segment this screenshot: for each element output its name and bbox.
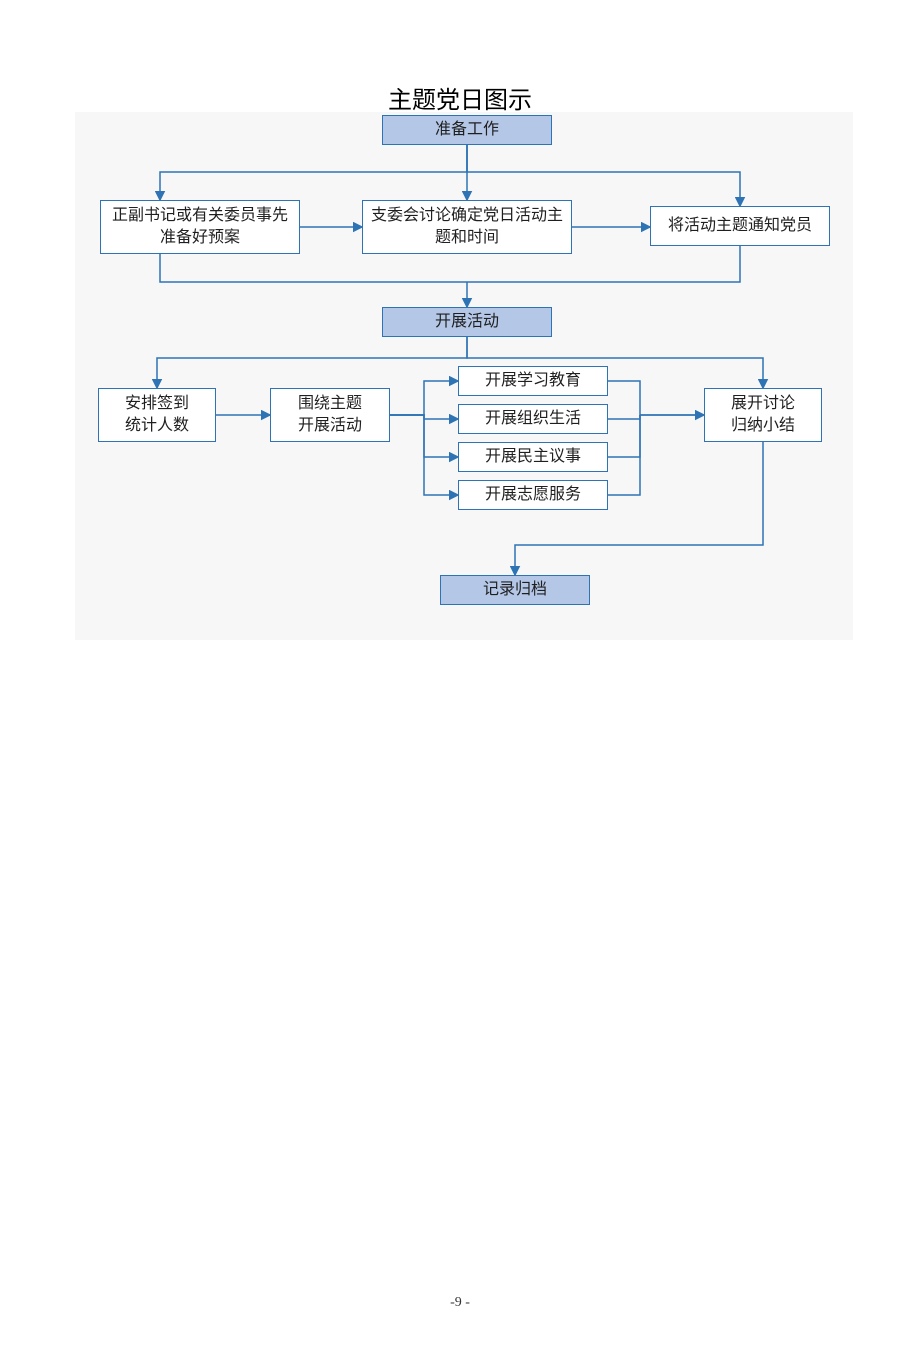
node-signin: 安排签到 统计人数 (98, 388, 216, 442)
diagram-title: 主题党日图示 (0, 80, 920, 115)
node-prep: 准备工作 (382, 115, 552, 145)
node-notify: 将活动主题通知党员 (650, 206, 830, 246)
node-archive: 记录归档 (440, 575, 590, 605)
node-around: 围绕主题 开展活动 (270, 388, 390, 442)
node-edu: 开展学习教育 (458, 366, 608, 396)
node-org: 开展组织生活 (458, 404, 608, 434)
node-plan: 正副书记或有关委员事先准备好预案 (100, 200, 300, 254)
node-do: 开展活动 (382, 307, 552, 337)
node-meet: 支委会讨论确定党日活动主题和时间 (362, 200, 572, 254)
page-number: -9 - (0, 1295, 920, 1311)
node-demo: 开展民主议事 (458, 442, 608, 472)
node-discuss: 展开讨论 归纳小结 (704, 388, 822, 442)
node-vol: 开展志愿服务 (458, 480, 608, 510)
